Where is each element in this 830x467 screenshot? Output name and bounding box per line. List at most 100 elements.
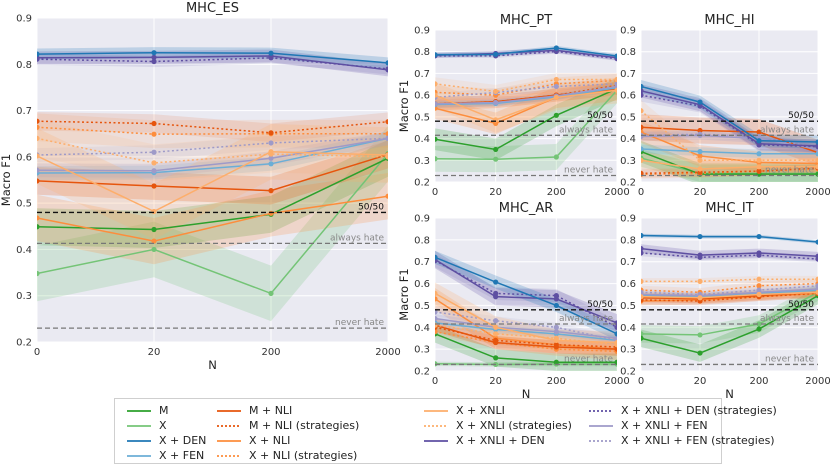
x-tick-label: 2000 [805,187,830,198]
series-line [641,134,818,151]
confidence-band [641,140,818,182]
data-point [493,290,499,297]
y-tick-label: 0.6 [414,91,430,102]
x-tick-label: 20 [489,376,502,387]
y-tick-label: 0.3 [16,291,32,302]
data-point [641,335,644,341]
series-line [435,87,617,106]
data-point [553,76,559,83]
confidence-band [435,327,617,356]
legend-label: X + XNLI (strategies) [456,419,572,432]
data-point [553,329,559,335]
y-tick-label: 0.6 [16,152,32,163]
data-point [815,139,818,145]
series-line [37,57,388,70]
y-tick-label: 0.3 [620,156,636,167]
series-line [37,126,388,135]
panel-hi: 0.2 0.3 0.4 0.5 0.6 0.7 0.8 0.9 0 20 200 2000 MHC_HI… [620,13,830,198]
legend-swatch [127,440,151,442]
series-line [435,78,617,93]
series-line [37,157,388,231]
data-point [614,335,617,341]
series-line [435,326,617,348]
data-point [37,56,40,62]
confidence-band [37,139,388,249]
confidence-band [37,111,388,143]
series-line [435,317,617,339]
data-point [553,335,559,341]
series-line [641,247,818,257]
data-point [815,276,818,282]
data-point [697,166,703,172]
data-point [614,324,617,330]
confidence-band [641,275,818,285]
confidence-band [37,131,388,162]
legend-swatch [217,410,241,412]
reference-label-never: never hate [335,318,384,328]
y-axis-label: Macro F1 [397,268,411,320]
confidence-band [641,114,818,166]
legend-swatch [127,455,151,457]
data-point [641,88,644,94]
reference-label-never: never hate [765,354,814,364]
x-tick-label: 200 [749,187,768,198]
data-point [553,302,559,309]
y-tick-label: 0.4 [16,245,32,256]
x-tick-label: 0 [638,376,644,387]
x-axis-label: N [725,387,734,400]
data-point [435,156,438,162]
confidence-band [641,144,818,159]
data-point [641,170,644,176]
series-line [435,85,617,105]
series-line [435,324,617,346]
series-group [435,45,617,173]
data-point [268,149,274,155]
data-point [553,83,559,90]
data-point [641,278,644,284]
series-line [641,131,818,165]
data-point [37,167,40,173]
data-point [435,290,438,297]
data-point [756,168,762,174]
data-point [37,124,40,130]
series-line [37,137,388,174]
data-point [697,149,703,155]
confidence-band [435,287,617,361]
series-line [435,324,617,350]
data-point [641,294,644,300]
data-point [37,178,40,184]
data-point [553,342,559,348]
series-line [435,298,617,350]
data-point [493,318,499,324]
confidence-band [435,78,617,135]
data-point [697,295,703,301]
data-point [493,331,499,337]
data-point [151,149,157,155]
data-point [756,252,762,258]
confidence-band [435,77,617,161]
data-point [151,168,157,174]
series-line [641,157,818,175]
x-axis-label: N [522,387,531,400]
data-point [553,154,559,160]
series-group [641,232,818,362]
confidence-band [37,125,388,322]
series-line [435,330,617,353]
data-point [553,359,559,365]
data-point [435,296,438,302]
data-point [815,144,818,150]
series-line [641,289,818,298]
data-point [641,250,644,256]
y-tick-label: 0.5 [414,112,430,123]
data-point [641,157,644,163]
series-line [641,291,818,336]
data-point [268,130,274,136]
series-line [641,90,818,147]
y-tick-label: 0.3 [414,156,430,167]
data-point [553,94,559,100]
series-line [37,51,388,64]
y-tick-label: 0.7 [414,69,430,80]
data-point [815,256,818,262]
series-line [641,126,818,154]
legend-swatch [217,455,241,457]
